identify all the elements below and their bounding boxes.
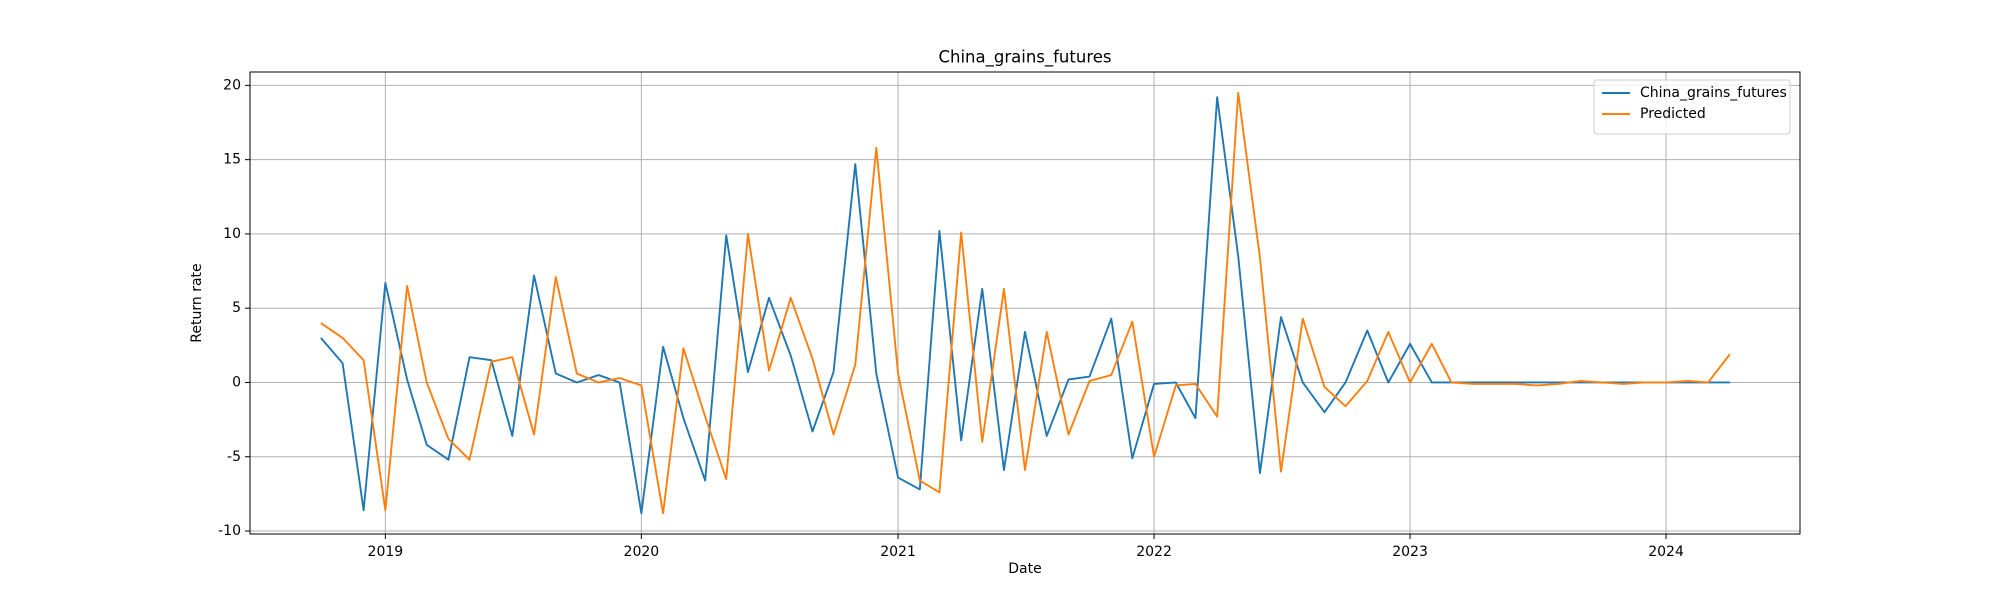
y-tick-label: 5 — [232, 300, 241, 316]
legend: China_grains_futures Predicted — [1593, 79, 1791, 135]
y-axis-label: Return rate — [189, 263, 205, 342]
legend-box — [1593, 79, 1791, 135]
series-line — [320, 91, 1731, 515]
y-tick-label: -10 — [218, 523, 241, 539]
x-tick-label: 2022 — [1136, 544, 1172, 560]
x-tick-label: 2021 — [880, 544, 916, 560]
legend-label: Predicted — [1640, 106, 1706, 122]
y-tick-label: 0 — [232, 374, 241, 390]
x-tick-label: 2024 — [1648, 544, 1684, 560]
x-tick-label: 2023 — [1392, 544, 1428, 560]
series-line — [320, 96, 1730, 515]
x-axis-label: Date — [1008, 561, 1041, 577]
x-tick-label: 2019 — [368, 544, 404, 560]
legend-label: China_grains_futures — [1640, 85, 1787, 101]
plot-frame — [249, 71, 1801, 535]
y-tick-label: 10 — [223, 226, 241, 242]
y-tick-label: 20 — [223, 77, 241, 93]
chart-title: China_grains_futures — [938, 48, 1111, 68]
y-tick-label: -5 — [227, 449, 241, 465]
x-tick-label: 2020 — [624, 544, 660, 560]
y-tick-label: 15 — [223, 152, 241, 168]
